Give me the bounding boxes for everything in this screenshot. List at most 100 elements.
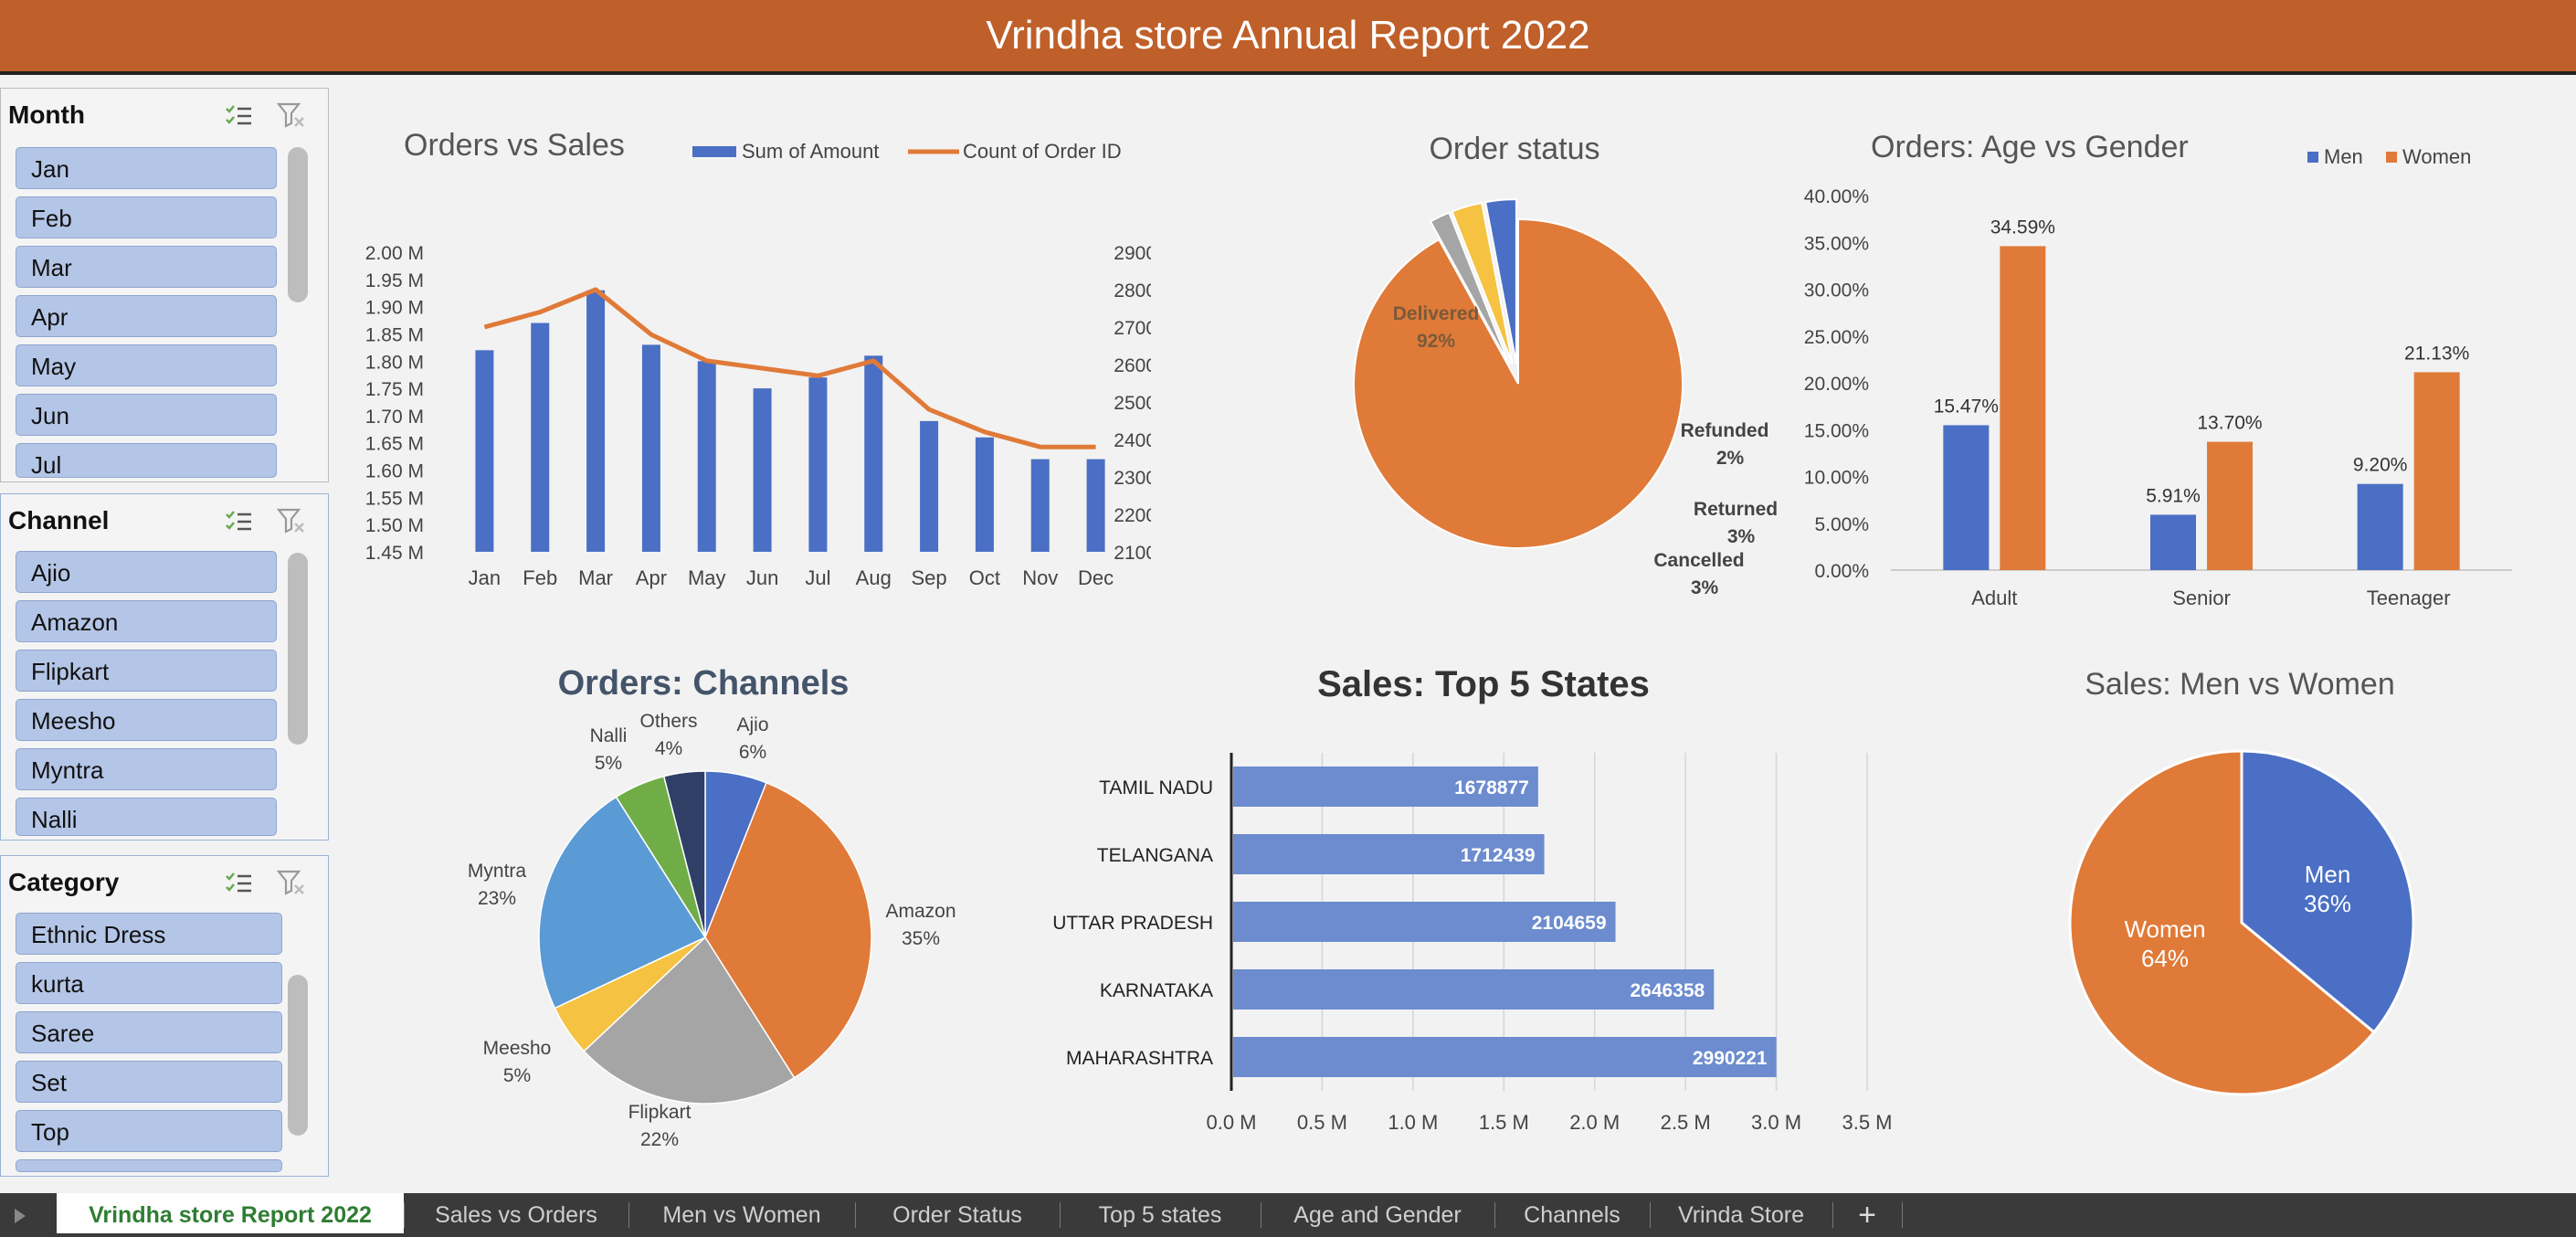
legend-swatch-women — [2386, 152, 2397, 163]
slicer-item-channel-3[interactable]: Meesho — [16, 699, 277, 741]
slicer-item-month-2[interactable]: Mar — [16, 246, 277, 288]
sheet-tab-2[interactable]: Men vs Women — [662, 1202, 821, 1228]
sheet-tab-4[interactable]: Top 5 states — [1098, 1202, 1222, 1228]
sheet-tab-3[interactable]: Order Status — [892, 1202, 1022, 1228]
sheet-tab-6[interactable]: Channels — [1524, 1202, 1621, 1228]
y-tick: 15.00% — [1804, 420, 1869, 441]
tab-separator — [1832, 1202, 1833, 1228]
x-tick: Dec — [1078, 566, 1114, 589]
slicer-item-category-3[interactable]: Set — [16, 1061, 282, 1103]
legend-men: Men — [2324, 145, 2363, 168]
chart-title: Sales: Top 5 States — [1317, 664, 1650, 704]
data-label: 15.47% — [1934, 396, 1999, 417]
y-tick: MAHARASHTRA — [1066, 1048, 1213, 1069]
y-tick: 35.00% — [1804, 233, 1869, 254]
y-left-tick: 1.55 M — [365, 488, 424, 509]
slicer-item-channel-2[interactable]: Flipkart — [16, 650, 277, 692]
sheet-tab-7[interactable]: Vrinda Store — [1677, 1202, 1805, 1228]
y-tick: 0.00% — [1814, 561, 1869, 582]
slice-pct: 3% — [1727, 526, 1756, 547]
y-right-tick: 2800 — [1114, 280, 1151, 301]
chart-title: Sales: Men vs Women — [2085, 667, 2395, 702]
sheet-tab-1[interactable]: Sales vs Orders — [435, 1202, 597, 1228]
y-right-tick: 2400 — [1114, 430, 1151, 451]
pie-slice-others — [662, 770, 706, 938]
x-tick: Jul — [805, 566, 830, 589]
slicer-item-channel-5[interactable]: Nalli — [16, 798, 277, 836]
bar-sum-of-amount — [641, 344, 660, 552]
y-right-tick: 2900 — [1114, 243, 1151, 264]
bar-sum-of-amount — [920, 420, 939, 552]
clear-filter-icon[interactable] — [277, 869, 306, 896]
slicer-item-month-1[interactable]: Feb — [16, 196, 277, 238]
x-tick: Senior — [2172, 587, 2231, 609]
bar-sum-of-amount — [975, 437, 994, 552]
multi-select-icon[interactable] — [224, 507, 253, 534]
bar-women — [2207, 441, 2253, 570]
sheet-tab-bar: Vrindha store Report 2022 Sales vs Orders… — [0, 1193, 2576, 1237]
slicer-item-channel-4[interactable]: Myntra — [16, 748, 277, 790]
bar-men — [1943, 425, 1990, 570]
y-left-tick: 1.60 M — [365, 461, 424, 482]
slice-label: Ajio — [736, 714, 768, 735]
data-label: 2646358 — [1630, 980, 1705, 1001]
x-tick: Nov — [1022, 566, 1058, 589]
data-label: 21.13% — [2404, 343, 2469, 364]
bar-sum-of-amount — [753, 388, 772, 552]
pie-slice-women — [2068, 749, 2376, 1096]
month-scrollbar[interactable] — [288, 147, 308, 302]
x-tick: Jan — [469, 566, 501, 589]
clear-filter-icon[interactable] — [277, 101, 306, 129]
category-slicer-title: Category — [8, 868, 120, 896]
y-left-tick: 1.80 M — [365, 352, 424, 373]
y-tick: 5.00% — [1814, 514, 1869, 535]
slicer-item-month-6[interactable]: Jul — [16, 443, 277, 478]
add-sheet-button[interactable]: + — [1858, 1198, 1876, 1232]
slice-label: Men — [2305, 861, 2351, 888]
slicer-item-category-4[interactable]: Top — [16, 1110, 282, 1152]
multi-select-icon[interactable] — [224, 101, 253, 129]
slicer-item-channel-0[interactable]: Ajio — [16, 551, 277, 593]
bar-women — [2413, 372, 2460, 570]
slicer-item-category-0[interactable]: Ethnic Dress — [16, 913, 282, 955]
x-tick: 3.0 M — [1751, 1111, 1801, 1134]
slice-label: Returned — [1694, 499, 1778, 520]
sheet-tab-5[interactable]: Age and Gender — [1293, 1202, 1462, 1228]
y-right-tick: 2200 — [1114, 505, 1151, 526]
top-states-chart: Sales: Top 5 States 0.0 M 0.5 M 1.0 M 1.5 M… — [1052, 664, 1892, 1134]
category-scrollbar[interactable] — [288, 975, 308, 1136]
slicer-item-month-4[interactable]: May — [16, 344, 277, 386]
bar-men — [2357, 483, 2403, 570]
slicer-item-category-2[interactable]: Saree — [16, 1011, 282, 1053]
slicer-item-month-0[interactable]: Jan — [16, 147, 277, 189]
slice-label: Refunded — [1681, 420, 1769, 441]
tab-separator — [628, 1202, 629, 1228]
x-tick: Mar — [578, 566, 613, 589]
y-right-tick: 2100 — [1114, 543, 1151, 564]
month-slicer-header: Month — [1, 89, 328, 142]
y-left-tick: 2.00 M — [365, 243, 424, 264]
tab-separator — [1902, 1202, 1903, 1228]
slice-pct: 4% — [655, 738, 682, 759]
clear-filter-icon[interactable] — [277, 507, 306, 534]
month-slicer-title: Month — [8, 100, 85, 129]
slice-label: Cancelled — [1653, 550, 1744, 571]
data-label: 34.59% — [1990, 217, 2055, 238]
slicer-item-month-3[interactable]: Apr — [16, 295, 277, 337]
multi-select-icon[interactable] — [224, 869, 253, 896]
bar-sum-of-amount — [1086, 459, 1105, 552]
channel-scrollbar[interactable] — [288, 553, 308, 745]
scroll-left-icon[interactable] — [13, 1208, 27, 1224]
slicer-item-month-5[interactable]: Jun — [16, 394, 277, 436]
x-tick: Apr — [636, 566, 667, 589]
pie-slice-amazon — [704, 781, 872, 1079]
slice-label: Meesho — [483, 1038, 552, 1059]
y-right-tick: 2600 — [1114, 355, 1151, 376]
legend-sum-of-amount: Sum of Amount — [742, 140, 879, 163]
slicer-item-category-5[interactable]: Western Dress — [16, 1159, 282, 1172]
slicer-item-category-1[interactable]: kurta — [16, 962, 282, 1004]
x-tick: 3.5 M — [1842, 1111, 1892, 1134]
slicer-item-channel-1[interactable]: Amazon — [16, 600, 277, 642]
sheet-tab-0[interactable]: Vrindha store Report 2022 — [57, 1193, 404, 1233]
